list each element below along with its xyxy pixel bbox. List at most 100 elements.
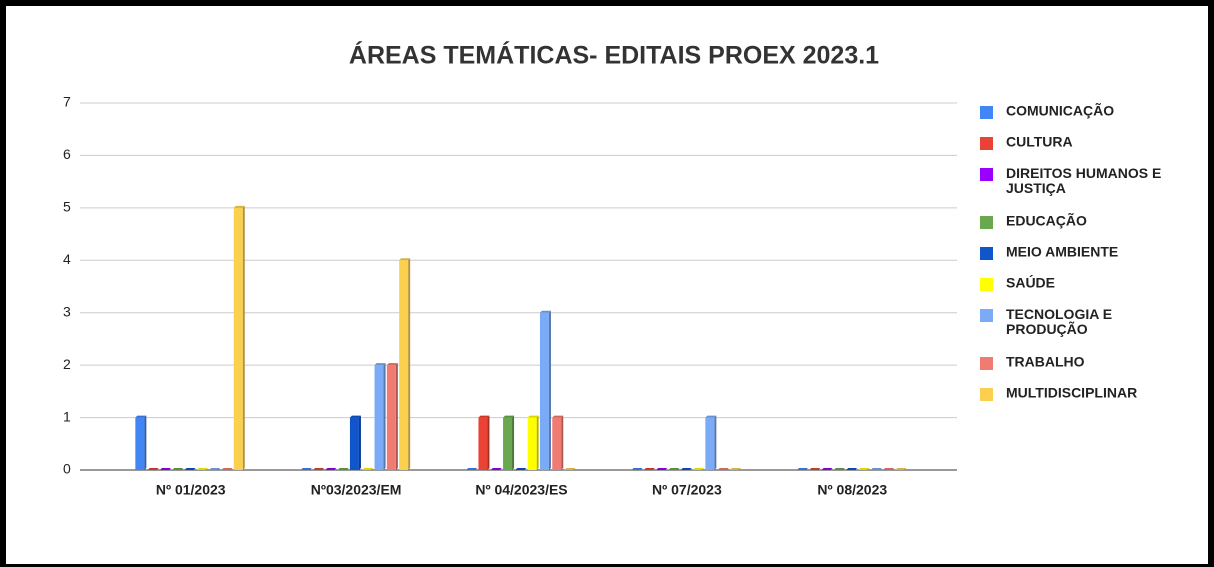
bar-top: [858, 468, 870, 470]
bar-side: [536, 415, 539, 470]
bar: [386, 365, 396, 470]
bar-top: [313, 468, 325, 470]
bar-side: [561, 415, 564, 470]
bar: [374, 365, 384, 470]
legend-line: TECNOLOGIA E: [1006, 306, 1112, 322]
bar: [349, 417, 359, 470]
bar-top: [221, 468, 233, 470]
legend-swatch: [980, 168, 993, 181]
bar-top: [478, 415, 490, 418]
bar: [527, 417, 537, 470]
bar: [552, 417, 562, 470]
bar-top: [147, 468, 159, 470]
bar-top: [643, 468, 655, 470]
legend-line: JUSTIÇA: [1006, 180, 1066, 196]
bar-side: [512, 415, 515, 470]
bar-top: [386, 363, 398, 366]
y-tick-label: 3: [63, 303, 71, 319]
bar-top: [337, 468, 349, 470]
bar-side: [395, 363, 398, 470]
bar: [705, 417, 715, 470]
bar-top: [362, 468, 374, 470]
bar-side: [408, 258, 411, 470]
y-tick-label: 4: [63, 251, 71, 267]
bar-top: [209, 468, 221, 470]
legend-swatch: [980, 388, 993, 401]
x-tick-label: Nº 01/2023: [156, 482, 226, 498]
bar-top: [490, 468, 502, 470]
legend-label: EDUCAÇÃO: [1006, 212, 1087, 229]
y-tick-label: 6: [63, 146, 71, 162]
x-tick-label: Nº03/2023/EM: [311, 482, 402, 498]
legend-swatch: [980, 247, 993, 260]
bar-top: [349, 415, 361, 418]
bar: [233, 207, 243, 470]
y-tick-label: 2: [63, 356, 71, 372]
legend-line: PRODUÇÃO: [1006, 320, 1088, 337]
bar-side: [487, 415, 490, 470]
bar-top: [539, 310, 551, 313]
chart-title: ÁREAS TEMÁTICAS- EDITAIS PROEX 2023.1: [349, 41, 879, 70]
x-tick-label: Nº 07/2023: [652, 482, 722, 498]
legend-label: MEIO AMBIENTE: [1006, 244, 1118, 260]
bar-top: [809, 468, 821, 470]
bar-top: [399, 258, 411, 261]
bar-top: [631, 468, 643, 470]
bar-top: [883, 468, 895, 470]
x-tick-label: Nº 04/2023/ES: [475, 482, 567, 498]
bar-top: [729, 468, 741, 470]
bar-side: [714, 415, 717, 470]
legend-swatch: [980, 216, 993, 229]
bar-top: [196, 468, 208, 470]
legend-swatch: [980, 278, 993, 291]
bar-top: [668, 468, 680, 470]
bar: [503, 417, 513, 470]
bar: [539, 312, 549, 470]
legend-label: MULTIDISCIPLINAR: [1006, 385, 1137, 401]
bar-top: [135, 415, 147, 418]
bar-top: [796, 468, 808, 470]
bar: [478, 417, 488, 470]
bar-top: [374, 363, 386, 366]
bar-side: [383, 363, 386, 470]
legend-swatch: [980, 137, 993, 150]
bar-top: [159, 468, 171, 470]
bar-side: [548, 310, 551, 470]
x-tick-label: Nº 08/2023: [817, 482, 887, 498]
bar-top: [552, 415, 564, 418]
bar-top: [846, 468, 858, 470]
bar-side: [144, 415, 147, 470]
bar-top: [515, 468, 527, 470]
legend-swatch: [980, 357, 993, 370]
bar-top: [870, 468, 882, 470]
bar-top: [466, 468, 478, 470]
bar-top: [300, 468, 312, 470]
y-tick-label: 0: [63, 461, 71, 477]
bar-top: [503, 415, 515, 418]
bar-top: [233, 205, 245, 208]
legend-label: DIREITOS HUMANOS E JUSTIÇA: [1006, 165, 1161, 196]
legend-label: CULTURA: [1006, 134, 1073, 150]
bar-top: [821, 468, 833, 470]
bar-top: [564, 468, 576, 470]
y-tick-label: 1: [63, 408, 71, 424]
bar-top: [680, 468, 692, 470]
y-tick-label: 7: [63, 94, 71, 110]
bar-top: [693, 468, 705, 470]
bar-top: [833, 468, 845, 470]
bar-top: [895, 468, 907, 470]
bar: [399, 260, 409, 470]
bar-top: [325, 468, 337, 470]
bar-top: [656, 468, 668, 470]
bar-top: [184, 468, 196, 470]
bar-top: [172, 468, 184, 470]
bar-side: [358, 415, 361, 470]
bar-top: [717, 468, 729, 470]
legend-swatch: [980, 106, 993, 119]
legend-label: SAÚDE: [1006, 274, 1055, 291]
bar-top: [527, 415, 539, 418]
bar-side: [242, 205, 245, 470]
bar: [135, 417, 145, 470]
